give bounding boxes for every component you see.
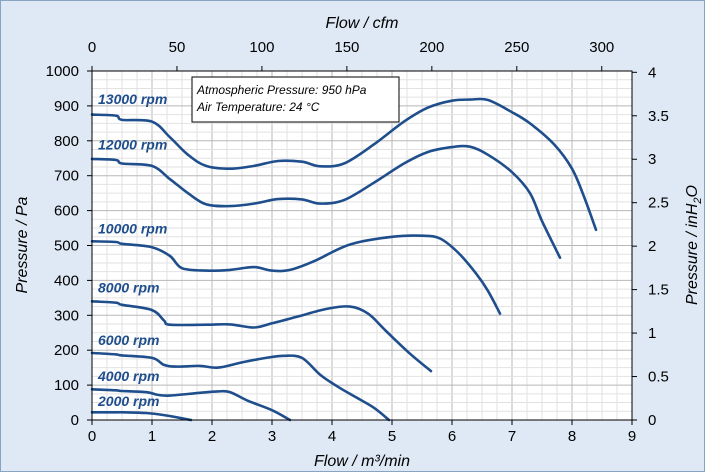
curve-13000-rpm <box>90 97 598 232</box>
y2-tick-label: 1 <box>648 325 656 342</box>
x2-tick-label: 100 <box>249 39 274 56</box>
x-tick-label: 1 <box>148 428 156 445</box>
y2-tick-label: 2 <box>648 238 656 255</box>
y2-tick-label: 4 <box>648 64 656 81</box>
curve-label-10000-rpm: 10000 rpm <box>98 220 167 236</box>
x2-tick-label: 250 <box>504 39 529 56</box>
curve-labels: 13000 rpm 12000 rpm 10000 rpm 8000 rpm 6000 … <box>97 91 167 409</box>
curve-label-12000-rpm: 12000 rpm <box>98 137 167 153</box>
y2-title-subscript: 2 <box>692 197 704 204</box>
x-tick-label: 0 <box>88 428 96 445</box>
y-tick-label: 500 <box>54 238 79 255</box>
y-tick-label: 800 <box>54 133 79 150</box>
x-axis-title: Flow / m³/min <box>314 453 410 470</box>
x2-tick-label: 200 <box>419 39 444 56</box>
curve-10000-rpm <box>90 234 502 315</box>
x-tick-label: 5 <box>388 428 396 445</box>
curve-12000-rpm <box>90 144 562 259</box>
x2-tick-label: 300 <box>589 39 614 56</box>
x-tick-label: 2 <box>208 428 216 445</box>
x2-tick-label: 0 <box>88 39 96 56</box>
y-tick-label: 300 <box>54 307 79 324</box>
y-tick-label: 600 <box>54 203 79 220</box>
y2-tick-label: 0 <box>648 412 656 429</box>
y2-tick-label: 0.5 <box>648 369 669 386</box>
y2-title-suffix: O <box>684 185 701 197</box>
y-tick-label: 0 <box>71 412 79 429</box>
curve-label-2000-rpm: 2000 rpm <box>97 393 159 409</box>
y-tick-label: 700 <box>54 168 79 185</box>
y2-tick-label: 3 <box>648 151 656 168</box>
curve-2000-rpm <box>90 410 193 422</box>
x-tick-label: 7 <box>508 428 516 445</box>
annotation-box <box>191 76 400 123</box>
curve-4000-rpm <box>90 388 292 422</box>
curve-label-6000-rpm: 6000 rpm <box>98 332 159 348</box>
curve-label-4000-rpm: 4000 rpm <box>97 368 159 384</box>
y-tick-label: 900 <box>54 98 79 115</box>
y-axis-title: Pressure / Pa <box>14 196 31 293</box>
y-tick-label: 100 <box>54 377 79 394</box>
y2-tick-label: 1.5 <box>648 282 669 299</box>
x-tick-label: 8 <box>568 428 576 445</box>
x2-axis-title: Flow / cfm <box>326 15 399 32</box>
x-tick-label: 3 <box>268 428 276 445</box>
y2-tick-label: 3.5 <box>648 108 669 125</box>
y2-axis-title: Pressure / inH2O <box>684 185 704 305</box>
y2-tick-label: 2.5 <box>648 195 669 212</box>
y-tick-label: 1000 <box>46 63 79 80</box>
x-tick-label: 6 <box>448 428 456 445</box>
curves <box>90 97 598 422</box>
x-tick-label: 4 <box>328 428 336 445</box>
y-tick-label: 200 <box>54 342 79 359</box>
annotation-line-2: Air Temperature: 24 °C <box>196 100 320 114</box>
y-tick-label: 400 <box>54 272 79 289</box>
x2-tick-label: 150 <box>334 39 359 56</box>
curve-label-13000-rpm: 13000 rpm <box>98 91 167 107</box>
y2-title-prefix: Pressure / inH <box>684 203 701 305</box>
x2-tick-label: 50 <box>169 39 186 56</box>
curve-label-8000-rpm: 8000 rpm <box>98 280 159 296</box>
x-tick-label: 9 <box>628 428 636 445</box>
annotation-line-1: Atmospheric Pressure: 950 hPa <box>196 83 367 97</box>
tick-labels: 0 1 2 3 4 5 6 7 8 90 50 100 150 200 250 300010020030040… <box>46 39 669 445</box>
curve-6000-rpm <box>90 351 391 422</box>
curve-8000-rpm <box>90 300 433 373</box>
gridlines <box>91 70 633 421</box>
